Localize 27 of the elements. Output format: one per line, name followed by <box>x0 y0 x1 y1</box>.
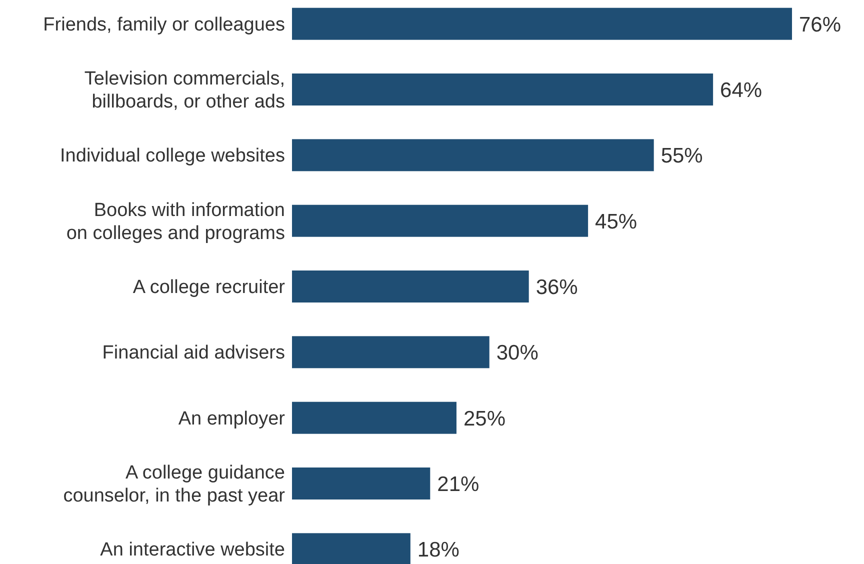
data-label: 18% <box>417 538 460 562</box>
bar <box>292 139 654 172</box>
y-tick-label: Books with information on colleges and programs <box>66 200 285 244</box>
y-tick-label: Friends, family or colleagues <box>43 14 285 36</box>
y-tick-label: An interactive website <box>100 540 285 561</box>
y-tick-label: Television commercials, billboards, or other ads <box>84 68 285 112</box>
bar <box>292 74 714 106</box>
y-tick-label: An employer <box>178 408 286 430</box>
bar <box>292 204 588 237</box>
bar <box>292 468 430 500</box>
y-tick-label: A college recruiter <box>132 277 286 298</box>
data-label: 64% <box>720 79 762 102</box>
data-label: 45% <box>595 210 638 234</box>
data-label: 21% <box>437 473 480 496</box>
data-label: 36% <box>536 276 578 299</box>
y-tick-label: Financial aid advisers <box>102 342 285 364</box>
y-tick-label: Individual college websites <box>60 146 285 167</box>
bar <box>292 402 456 434</box>
bar <box>292 533 410 564</box>
data-label: 25% <box>463 407 506 430</box>
bar <box>292 270 529 302</box>
y-tick-label: A college guidance counselor, in the past year <box>63 462 286 506</box>
bar <box>292 336 490 368</box>
data-label: 76% <box>799 13 842 36</box>
data-label: 30% <box>496 342 538 365</box>
bar <box>292 8 792 40</box>
data-label: 55% <box>660 144 703 168</box>
